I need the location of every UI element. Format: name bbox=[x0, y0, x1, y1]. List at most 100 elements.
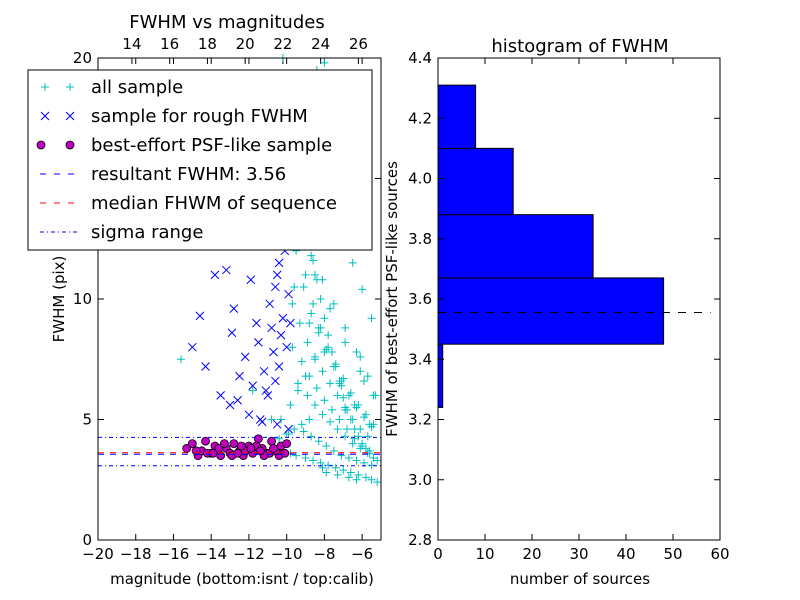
rough-sample-point bbox=[246, 275, 256, 285]
best-sample-point bbox=[187, 439, 197, 449]
all-sample-point bbox=[309, 456, 318, 465]
scatter-xtick-label: −8 bbox=[313, 545, 335, 563]
histogram-bar bbox=[437, 343, 444, 408]
all-sample-point bbox=[314, 323, 323, 332]
all-sample-point bbox=[352, 475, 361, 484]
all-sample-point bbox=[303, 391, 312, 400]
all-sample-point bbox=[288, 343, 297, 352]
all-sample-point bbox=[309, 299, 318, 308]
legend-label-best: best-effort PSF-like sample bbox=[91, 135, 332, 156]
all-sample-point bbox=[344, 454, 353, 463]
best-sample-point bbox=[191, 446, 201, 456]
best-sample-point bbox=[246, 444, 256, 453]
histogram-marks bbox=[437, 84, 711, 408]
best-sample-point bbox=[282, 439, 292, 449]
all-sample-point bbox=[248, 386, 257, 395]
histogram-bar bbox=[437, 214, 594, 279]
best-sample-point bbox=[255, 446, 265, 456]
histogram-xtick-label: 50 bbox=[663, 545, 682, 563]
histogram-ytick-label: 3.2 bbox=[408, 411, 432, 429]
all-sample-point bbox=[326, 304, 335, 313]
scatter-ytick-label: 10 bbox=[73, 290, 92, 308]
all-sample-point bbox=[290, 425, 299, 434]
all-sample-point bbox=[318, 410, 327, 419]
histogram-ytick-label: 4.2 bbox=[408, 109, 432, 127]
all-sample-point bbox=[295, 319, 304, 328]
histogram-bar bbox=[437, 84, 477, 149]
legend-glyphs bbox=[36, 83, 78, 233]
all-sample-point bbox=[320, 314, 329, 323]
all-sample-point bbox=[312, 384, 321, 393]
scatter-ylabel: FWHM (pix) bbox=[50, 256, 68, 343]
all-sample-point bbox=[350, 434, 359, 443]
all-sample-point bbox=[335, 376, 344, 385]
all-sample-point bbox=[337, 381, 346, 390]
scatter-frame bbox=[97, 57, 382, 541]
rough-sample-point bbox=[201, 362, 210, 371]
best-sample-point bbox=[229, 439, 239, 449]
rough-sample-point bbox=[272, 419, 282, 429]
rough-sample-point bbox=[240, 352, 250, 362]
rough-sample-point bbox=[233, 395, 242, 405]
legend-marker-rough bbox=[65, 111, 75, 121]
scatter-ytick-label: 0 bbox=[82, 531, 92, 549]
all-sample-point bbox=[299, 427, 308, 436]
scatter-top-tick-label: 24 bbox=[311, 35, 330, 53]
histogram-ytick-label: 4.4 bbox=[408, 49, 432, 67]
scatter-top-tick-label: 14 bbox=[122, 35, 141, 53]
rough-sample-point bbox=[259, 366, 269, 376]
scatter-panel: FWHM vs magnitudes −20 −18 −16 −14 −12 −10 −8−… bbox=[27, 12, 382, 588]
all-sample-point bbox=[320, 348, 329, 357]
histogram-ytick-label: 2.8 bbox=[408, 531, 432, 549]
all-sample-point bbox=[284, 429, 293, 438]
all-sample-point bbox=[307, 251, 316, 260]
all-sample-point bbox=[343, 425, 352, 434]
all-sample-point bbox=[341, 323, 350, 332]
legend-frame bbox=[27, 69, 373, 251]
all-sample-point bbox=[356, 425, 365, 434]
all-sample-point bbox=[329, 299, 338, 308]
legend-label-median: median FHWM of sequence bbox=[91, 193, 337, 214]
scatter-xlabel: magnitude (bottom:isnt / top:calib) bbox=[110, 570, 374, 588]
all-sample-point bbox=[286, 401, 295, 410]
rough-sample-point bbox=[187, 342, 197, 352]
all-sample-point bbox=[322, 468, 331, 477]
histogram-ytick-label: 3.4 bbox=[408, 350, 432, 368]
all-sample-point bbox=[297, 420, 306, 429]
all-sample-point bbox=[341, 405, 350, 414]
histogram-xtick-label: 30 bbox=[569, 545, 588, 563]
all-sample-point bbox=[277, 415, 286, 424]
all-sample-point bbox=[310, 270, 319, 279]
all-sample-point bbox=[318, 463, 327, 472]
all-sample-point bbox=[335, 415, 344, 424]
all-sample-point bbox=[320, 396, 329, 405]
all-sample-point bbox=[344, 473, 353, 482]
scatter-top-tick-label: 26 bbox=[349, 35, 368, 53]
all-sample-point bbox=[348, 258, 357, 267]
all-sample-point bbox=[318, 367, 327, 376]
rough-sample-point bbox=[284, 424, 293, 434]
histogram-ytick-label: 3.0 bbox=[408, 471, 432, 489]
legend-marker-best bbox=[65, 140, 75, 150]
all-sample-point bbox=[292, 451, 301, 460]
all-sample-point bbox=[293, 386, 302, 395]
legend-label-rough: sample for rough FWHM bbox=[91, 106, 308, 127]
all-sample-point bbox=[333, 391, 342, 400]
all-sample-point bbox=[348, 415, 357, 424]
scatter-top-tick-label: 20 bbox=[236, 35, 255, 53]
scatter-title: FWHM vs magnitudes bbox=[129, 12, 324, 33]
all-sample-point bbox=[316, 295, 325, 303]
histogram-ytick-label: 3.6 bbox=[408, 290, 432, 308]
histogram-panel: histogram of FWHM 0 10 20 30 40 50 60 2.8 3.0 3.2… bbox=[383, 36, 730, 588]
all-sample-point bbox=[299, 282, 308, 291]
legend-marker-all bbox=[41, 83, 49, 91]
rough-sample-point bbox=[229, 304, 239, 313]
all-sample-point bbox=[363, 432, 372, 441]
rough-sample-point bbox=[248, 381, 258, 391]
all-sample-point bbox=[339, 466, 348, 475]
legend-label-all: all sample bbox=[91, 77, 183, 98]
rough-sample-point bbox=[270, 282, 280, 292]
legend-label-result: resultant FWHM: 3.56 bbox=[91, 164, 286, 185]
all-sample-point bbox=[310, 355, 319, 364]
